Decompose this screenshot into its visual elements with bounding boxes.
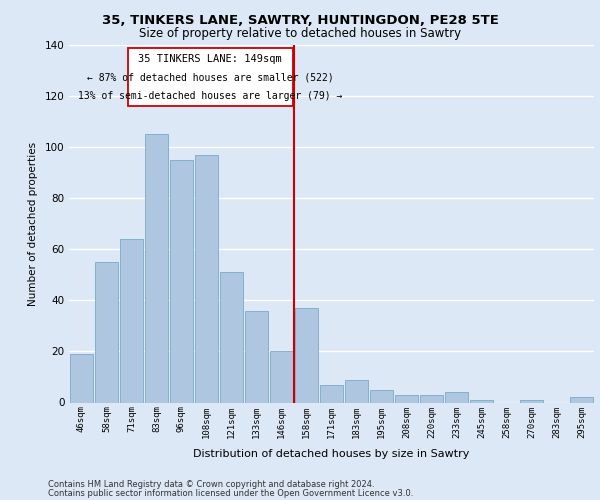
Bar xyxy=(320,384,343,402)
Bar xyxy=(120,239,143,402)
Bar xyxy=(245,310,268,402)
Text: Size of property relative to detached houses in Sawtry: Size of property relative to detached ho… xyxy=(139,28,461,40)
Bar xyxy=(520,400,543,402)
Bar xyxy=(95,262,118,402)
Y-axis label: Number of detached properties: Number of detached properties xyxy=(28,142,38,306)
Bar xyxy=(445,392,468,402)
Text: Contains HM Land Registry data © Crown copyright and database right 2024.: Contains HM Land Registry data © Crown c… xyxy=(48,480,374,489)
Bar xyxy=(270,352,293,403)
Text: ← 87% of detached houses are smaller (522): ← 87% of detached houses are smaller (52… xyxy=(87,72,334,83)
Text: Contains public sector information licensed under the Open Government Licence v3: Contains public sector information licen… xyxy=(48,488,413,498)
Bar xyxy=(420,395,443,402)
Text: 35 TINKERS LANE: 149sqm: 35 TINKERS LANE: 149sqm xyxy=(139,54,282,64)
Bar xyxy=(295,308,318,402)
Bar xyxy=(220,272,243,402)
Bar xyxy=(170,160,193,402)
X-axis label: Distribution of detached houses by size in Sawtry: Distribution of detached houses by size … xyxy=(193,448,470,458)
Bar xyxy=(570,398,593,402)
Bar xyxy=(70,354,93,403)
Bar xyxy=(128,48,293,106)
Bar xyxy=(145,134,168,402)
Text: 35, TINKERS LANE, SAWTRY, HUNTINGDON, PE28 5TE: 35, TINKERS LANE, SAWTRY, HUNTINGDON, PE… xyxy=(101,14,499,27)
Bar xyxy=(370,390,393,402)
Text: 13% of semi-detached houses are larger (79) →: 13% of semi-detached houses are larger (… xyxy=(78,90,343,101)
Bar xyxy=(345,380,368,402)
Bar xyxy=(195,155,218,402)
Bar xyxy=(470,400,493,402)
Bar xyxy=(395,395,418,402)
